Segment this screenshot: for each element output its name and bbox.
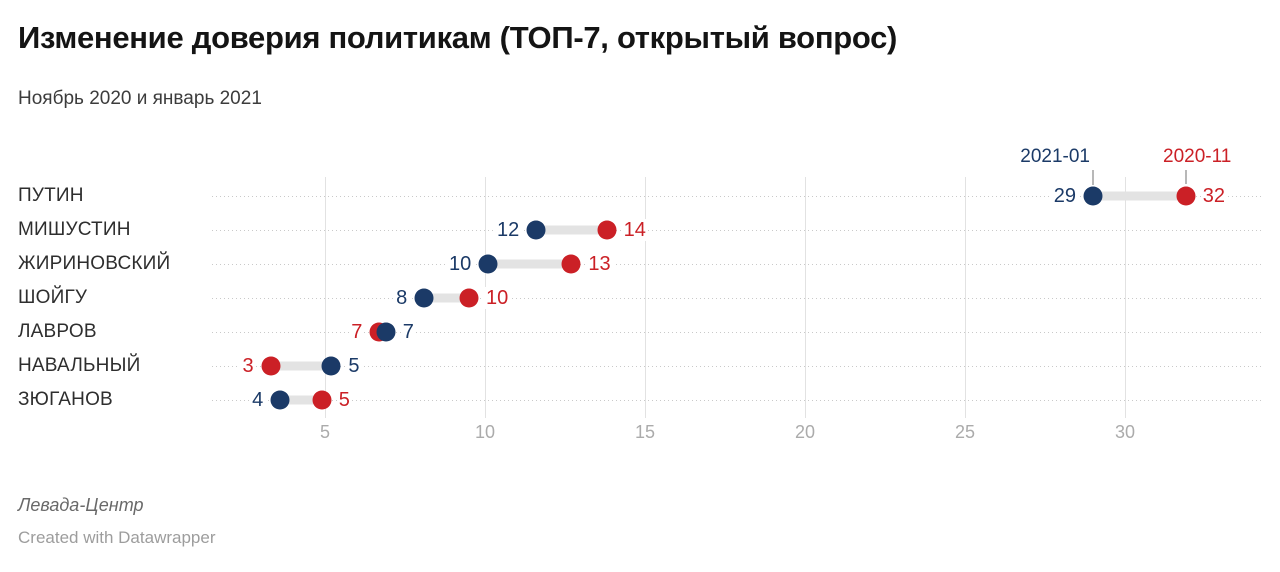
- dot-2021-01[interactable]: [414, 288, 434, 308]
- category-label: ШОЙГУ: [18, 287, 88, 308]
- value-label-2021-01: 4: [250, 389, 266, 411]
- x-tick-label: 15: [634, 422, 656, 442]
- dot-2021-01[interactable]: [321, 356, 341, 376]
- dot-2020-11[interactable]: [597, 220, 617, 240]
- range-bar: [270, 361, 332, 371]
- value-label-2021-01: 10: [446, 253, 474, 275]
- value-label-2020-11: 3: [240, 355, 256, 377]
- x-tick-label: 30: [1114, 422, 1136, 442]
- row-dotted-line: [212, 298, 1262, 299]
- x-tick-label: 25: [954, 422, 976, 442]
- range-bar: [280, 395, 322, 405]
- value-label-2020-11: 10: [484, 287, 511, 309]
- dot-2020-11[interactable]: [561, 254, 581, 274]
- x-tick-label: 20: [794, 422, 816, 442]
- range-bar: [424, 293, 469, 303]
- value-label-2020-11: 7: [349, 321, 365, 343]
- legend-label-2021-01: 2021-01: [1020, 146, 1090, 167]
- category-label: ЖИРИНОВСКИЙ: [18, 253, 171, 274]
- dot-2021-01[interactable]: [270, 390, 290, 410]
- value-label-2020-11: 32: [1200, 185, 1228, 207]
- row-dotted-line: [212, 366, 1262, 367]
- legend-pointer-line-2021-01: [1092, 170, 1094, 185]
- value-label-2021-01: 5: [346, 355, 362, 377]
- dot-2021-01[interactable]: [376, 322, 396, 342]
- legend-label-2020-11: 2020-11: [1163, 146, 1232, 167]
- value-label-2021-01: 12: [494, 219, 522, 241]
- x-gridline: [325, 177, 326, 418]
- value-label-2021-01: 8: [394, 287, 410, 309]
- row-dotted-line: [212, 332, 1262, 333]
- dot-2021-01[interactable]: [478, 254, 498, 274]
- x-gridline: [1125, 177, 1126, 418]
- range-bar: [488, 259, 572, 269]
- dot-2020-11[interactable]: [1176, 186, 1196, 206]
- dot-2020-11[interactable]: [312, 390, 332, 410]
- range-bar: [1093, 191, 1186, 201]
- x-gridline: [645, 177, 646, 418]
- chart-subtitle: Ноябрь 2020 и январь 2021: [18, 88, 262, 109]
- category-label: НАВАЛЬНЫЙ: [18, 355, 141, 376]
- range-bar: [536, 225, 607, 235]
- value-label-2020-11: 13: [586, 253, 613, 275]
- value-label-2020-11: 14: [621, 219, 648, 241]
- row-dotted-line: [212, 400, 1262, 401]
- value-label-2021-01: 7: [400, 321, 416, 343]
- dot-2020-11[interactable]: [459, 288, 479, 308]
- dot-2021-01[interactable]: [1083, 186, 1103, 206]
- dot-2021-01[interactable]: [526, 220, 546, 240]
- value-label-2021-01: 29: [1051, 185, 1078, 207]
- x-tick-label: 10: [474, 422, 496, 442]
- category-label: МИШУСТИН: [18, 219, 131, 240]
- x-tick-label: 5: [319, 422, 331, 442]
- row-dotted-line: [212, 264, 1262, 265]
- x-gridline: [965, 177, 966, 418]
- dot-2020-11[interactable]: [261, 356, 281, 376]
- legend-pointer-line-2020-11: [1185, 170, 1187, 184]
- chart-title: Изменение доверия политикам (ТОП-7, откр…: [18, 20, 898, 55]
- category-label: ЛАВРОВ: [18, 321, 97, 342]
- row-dotted-line: [212, 230, 1262, 231]
- category-label: ПУТИН: [18, 185, 84, 206]
- value-label-2020-11: 5: [336, 389, 352, 411]
- datawrapper-credit-link[interactable]: Created with Datawrapper: [18, 528, 216, 547]
- row-dotted-line: [212, 196, 1262, 197]
- source-text: Левада-Центр: [18, 495, 144, 515]
- x-gridline: [805, 177, 806, 418]
- category-label: ЗЮГАНОВ: [18, 389, 113, 410]
